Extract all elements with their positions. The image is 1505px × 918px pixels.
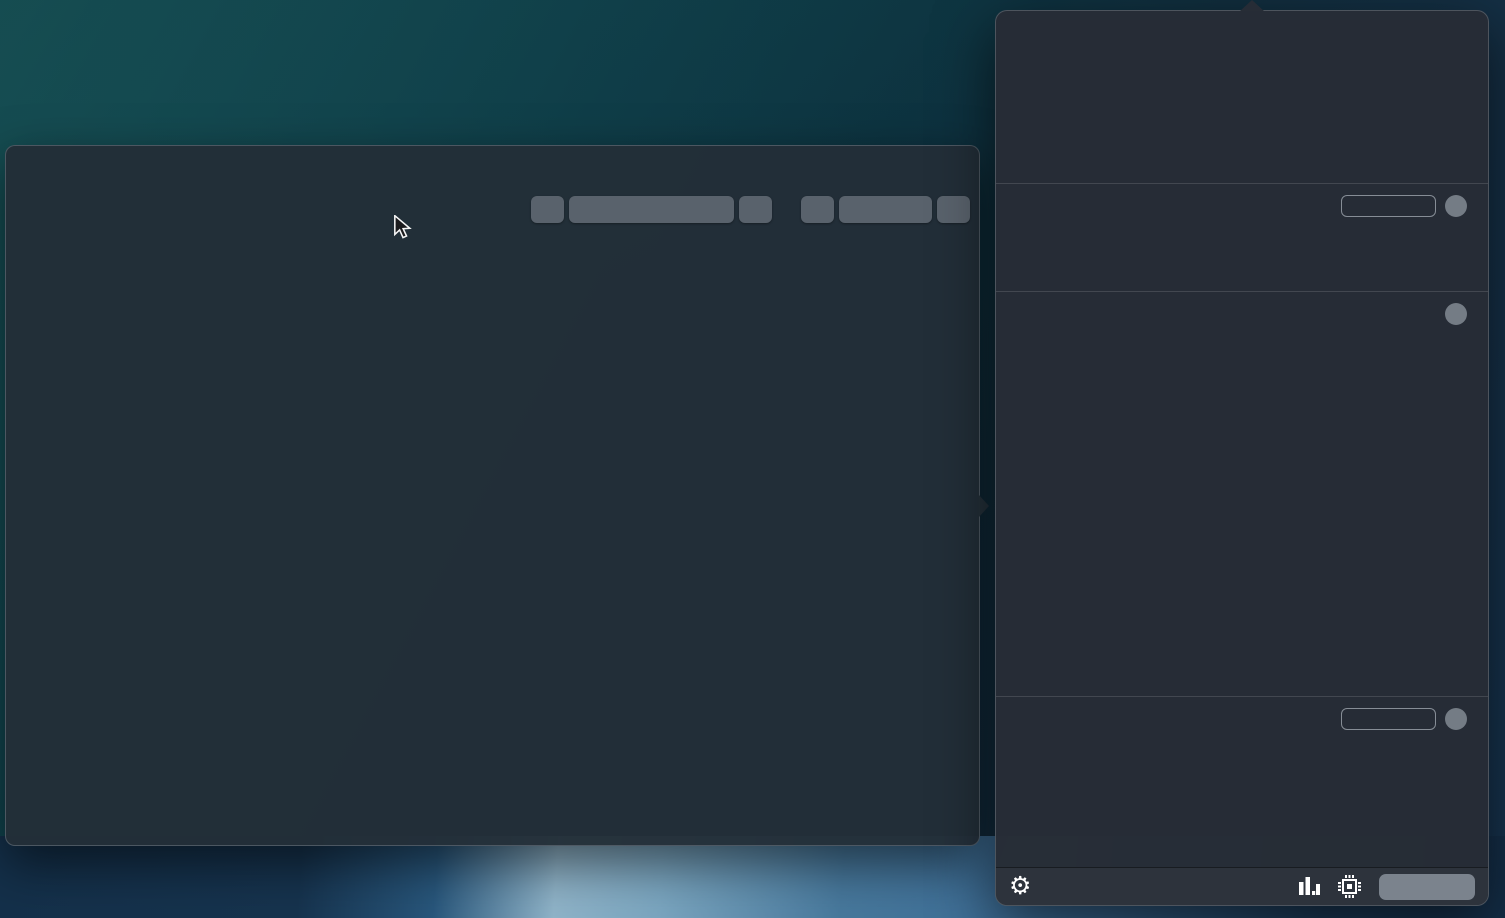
total-accent-bar: [999, 752, 1004, 774]
battery-condition-window: [5, 145, 989, 847]
window-callout-arrow: [979, 495, 989, 517]
month-prev-button[interactable]: [531, 196, 564, 223]
usage-period-toggle[interactable]: [1341, 708, 1436, 730]
battery-info-section: [996, 292, 1488, 696]
popover-toolbar: ⚙: [996, 867, 1488, 905]
help-icon[interactable]: [1445, 303, 1467, 325]
month-next-button[interactable]: [739, 196, 772, 223]
help-icon[interactable]: [1445, 195, 1467, 217]
section-divider: [996, 183, 1488, 184]
month-nav: [531, 196, 772, 223]
help-icon[interactable]: [1445, 708, 1467, 730]
year-prev-button[interactable]: [801, 196, 834, 223]
usage-time-bar: [1026, 740, 1467, 745]
section-divider: [996, 696, 1488, 697]
charge-distribution-bar: [1026, 233, 1467, 238]
overview-accent-bar: [999, 222, 1004, 268]
battery-condition-chart[interactable]: [6, 146, 981, 847]
mouse-cursor-icon: [394, 215, 412, 239]
statistics-chart-icon[interactable]: [1298, 876, 1320, 897]
cpu-chip-icon[interactable]: [1337, 874, 1362, 899]
section-divider: [996, 291, 1488, 292]
settings-gear-icon[interactable]: ⚙: [1009, 872, 1032, 900]
usage-time-section: [996, 697, 1488, 866]
year-label-button[interactable]: [839, 196, 932, 223]
popover-arrow: [1239, 0, 1265, 12]
gauges-row: [996, 11, 1488, 183]
battery-status-popover: ⚙: [995, 0, 1489, 906]
year-nav: [801, 196, 970, 223]
charge-level-overview-section: [996, 184, 1488, 291]
year-next-button[interactable]: [937, 196, 970, 223]
overview-period-toggle[interactable]: [1341, 195, 1436, 217]
quit-button[interactable]: [1379, 873, 1475, 900]
month-label-button[interactable]: [569, 196, 734, 223]
usage-total-row: [1026, 748, 1467, 780]
